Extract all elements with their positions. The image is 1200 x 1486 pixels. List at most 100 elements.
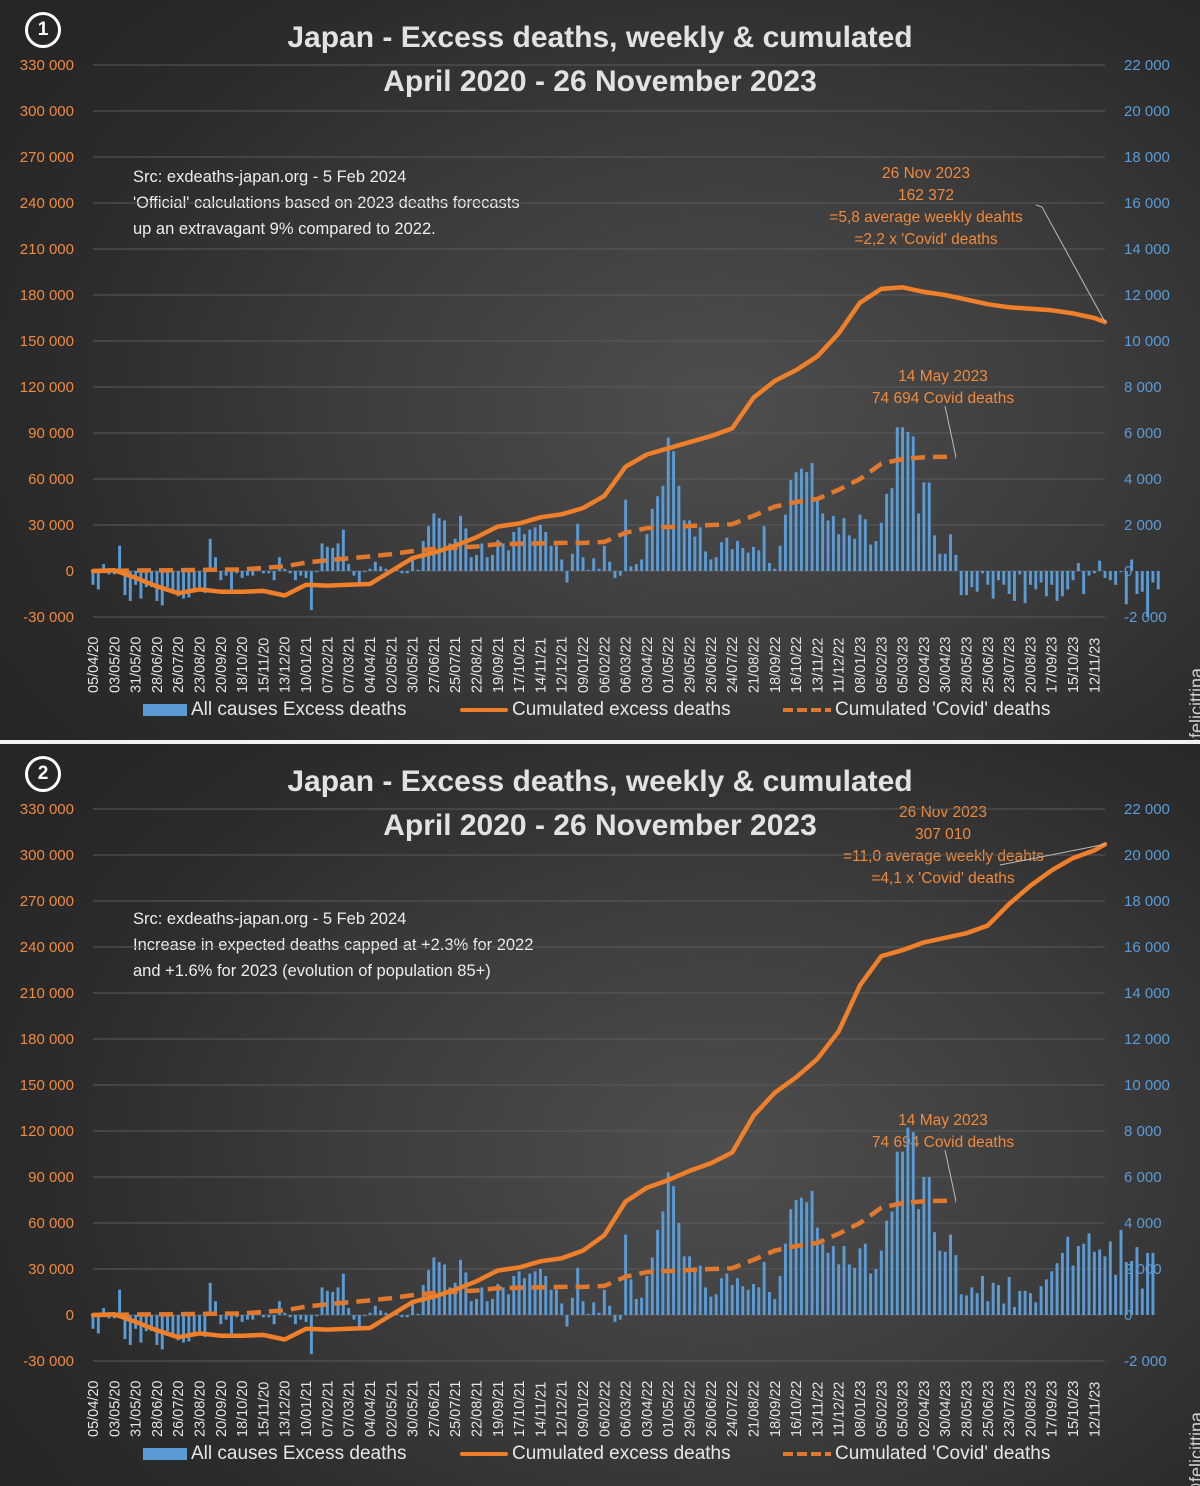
excess-deaths-bar xyxy=(869,544,873,571)
excess-deaths-bar xyxy=(347,564,351,571)
excess-deaths-bar xyxy=(91,571,95,585)
excess-deaths-bar xyxy=(789,1209,793,1315)
excess-deaths-bar xyxy=(288,571,292,574)
x-axis-tick-label: 05/02/23 xyxy=(874,1381,890,1437)
left-axis-tick-label: -30 000 xyxy=(23,609,74,626)
excess-deaths-bar xyxy=(150,1315,154,1332)
excess-deaths-bar xyxy=(363,571,367,573)
x-axis-tick-label: 24/07/22 xyxy=(725,637,741,693)
excess-deaths-bar xyxy=(1156,571,1160,590)
left-axis-tick-label: 330 000 xyxy=(20,801,74,818)
end-annotation-weekly: =11,0 average weekly deahts xyxy=(843,848,1044,865)
excess-deaths-bar xyxy=(624,499,628,571)
excess-deaths-bar xyxy=(528,529,532,571)
excess-deaths-bar xyxy=(214,1301,217,1315)
excess-deaths-bar xyxy=(501,1287,505,1315)
excess-deaths-bar xyxy=(1092,571,1096,574)
excess-deaths-bar xyxy=(283,1312,287,1315)
excess-deaths-bar xyxy=(943,553,947,571)
excess-deaths-bar xyxy=(496,539,500,571)
excess-deaths-bar xyxy=(698,1265,702,1315)
x-axis-tick-label: 21/08/22 xyxy=(746,1381,762,1437)
right-axis-tick-label: 2 000 xyxy=(1124,1261,1162,1278)
excess-deaths-bar xyxy=(666,1172,670,1315)
x-axis-tick-label: 25/06/23 xyxy=(981,637,997,693)
excess-deaths-bar xyxy=(741,1286,745,1315)
x-axis-tick-label: 02/05/21 xyxy=(384,637,400,693)
excess-deaths-bar xyxy=(107,1315,111,1319)
legend-bar-swatch xyxy=(143,704,187,716)
x-axis-tick-label: 30/04/23 xyxy=(938,1381,954,1437)
x-axis-tick-label: 12/12/21 xyxy=(555,1381,571,1437)
right-axis-tick-label: 12 000 xyxy=(1124,287,1170,304)
x-axis-tick-label: 25/07/21 xyxy=(448,637,464,693)
excess-deaths-bar xyxy=(597,1312,601,1315)
x-axis-tick-label: 14/11/21 xyxy=(533,638,549,693)
excess-deaths-bar xyxy=(693,1269,697,1315)
end-annotation: 26 Nov 2023 162 372 =5,8 average weekly … xyxy=(826,163,1026,251)
excess-deaths-bar xyxy=(384,568,388,571)
legend-label-bars: All causes Excess deaths xyxy=(191,699,407,720)
excess-deaths-bar xyxy=(874,1269,878,1315)
excess-deaths-bar xyxy=(874,541,878,571)
excess-deaths-bar xyxy=(783,514,787,571)
excess-deaths-bar xyxy=(118,1289,122,1315)
x-axis-tick-label: 17/09/23 xyxy=(1045,637,1061,693)
excess-deaths-bar xyxy=(879,1250,883,1315)
excess-deaths-bar xyxy=(885,493,889,571)
cumulative-excess-line xyxy=(90,285,1108,598)
excess-deaths-bar xyxy=(682,1256,686,1315)
excess-deaths-bar xyxy=(911,436,915,571)
left-axis-tick-label: 30 000 xyxy=(28,517,74,534)
excess-deaths-bar xyxy=(576,523,580,571)
excess-deaths-bar xyxy=(821,513,825,571)
excess-deaths-bar xyxy=(1076,562,1080,571)
excess-deaths-bar xyxy=(469,1301,473,1315)
excess-deaths-bar xyxy=(1140,571,1144,592)
excess-deaths-bar xyxy=(203,1315,207,1337)
excess-deaths-bar xyxy=(304,571,308,578)
excess-deaths-bar xyxy=(453,1282,457,1315)
excess-deaths-bar xyxy=(245,571,249,576)
left-axis-tick-label: 240 000 xyxy=(20,939,74,956)
excess-deaths-bar xyxy=(789,480,793,571)
excess-deaths-bar xyxy=(1114,571,1118,585)
excess-deaths-bar xyxy=(315,571,319,573)
excess-deaths-bar xyxy=(1119,571,1123,573)
x-axis-tick-label: 18/10/20 xyxy=(235,1381,251,1437)
excess-deaths-bar xyxy=(863,1243,867,1315)
excess-deaths-bar xyxy=(432,1257,436,1315)
x-axis-tick-label: 13/11/22 xyxy=(810,1382,826,1437)
excess-deaths-bar xyxy=(1039,1286,1043,1315)
excess-deaths-bar xyxy=(272,571,276,581)
excess-deaths-bar xyxy=(608,1305,612,1315)
excess-deaths-bar xyxy=(986,1301,990,1315)
excess-deaths-bar xyxy=(1066,1236,1070,1315)
excess-deaths-bar xyxy=(997,571,1000,581)
excess-deaths-bar xyxy=(826,520,830,571)
x-axis-tick-label: 16/10/22 xyxy=(789,1381,805,1437)
excess-deaths-bar xyxy=(1055,1263,1059,1315)
excess-deaths-bar xyxy=(453,538,457,571)
excess-deaths-bar xyxy=(736,1278,739,1315)
excess-deaths-bar xyxy=(1135,571,1139,594)
left-axis-tick-label: 330 000 xyxy=(20,57,74,74)
watermark-handle: @felicittina xyxy=(1186,668,1200,740)
excess-deaths-bar xyxy=(1140,1288,1144,1315)
end-annotation-date: 26 Nov 2023 xyxy=(882,165,970,182)
x-axis-tick-label: 28/06/20 xyxy=(150,1381,166,1437)
excess-deaths-bar xyxy=(570,1297,574,1315)
excess-deaths-bar xyxy=(959,571,963,596)
excess-deaths-bar xyxy=(1044,1279,1048,1315)
covid-annotation: 14 May 2023 74 694 Covid deaths xyxy=(843,366,1043,410)
x-axis-tick-label: 28/05/23 xyxy=(960,637,976,693)
covid-leader-line xyxy=(944,1149,957,1201)
excess-deaths-bar xyxy=(677,485,681,571)
x-axis-tick-label: 21/08/22 xyxy=(746,637,762,693)
excess-deaths-bar xyxy=(1082,1243,1086,1315)
x-axis-tick-label: 12/11/23 xyxy=(1087,638,1103,693)
right-axis-tick-label: 4 000 xyxy=(1124,471,1162,488)
excess-deaths-bar xyxy=(970,571,974,588)
x-axis-tick-label: 03/05/20 xyxy=(107,1381,123,1437)
excess-deaths-bar xyxy=(182,571,186,599)
